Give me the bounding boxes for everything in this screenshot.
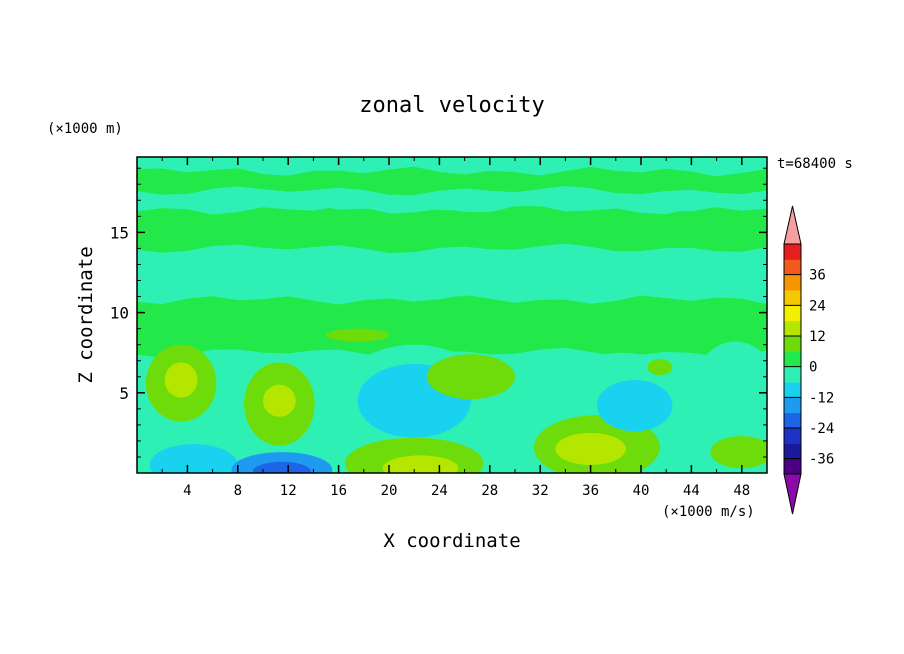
contour-region	[252, 461, 311, 473]
contour-bands	[137, 157, 767, 358]
contour-band	[137, 206, 767, 253]
contour-regions	[145, 328, 767, 473]
colorbar-cell	[784, 412, 801, 429]
colorbar-cell	[784, 336, 801, 352]
colorbar-cell	[784, 366, 801, 383]
colorbar-under-triangle	[783, 473, 802, 515]
contour-region	[710, 436, 767, 469]
y-tick-label: 15	[110, 223, 129, 242]
contour-region	[326, 328, 389, 342]
colorbar-cell	[784, 274, 801, 291]
chart-title: zonal velocity	[359, 93, 544, 118]
colorbar-cell	[784, 290, 801, 306]
plot-frame	[136, 156, 768, 474]
colorbar-tick-label: 0	[809, 360, 817, 376]
x-tick-label: 44	[683, 483, 700, 499]
colorbar-cell	[784, 320, 801, 337]
colorbar-cells	[783, 205, 802, 515]
colorbar-cell	[784, 443, 801, 460]
y-axis-label: Z coordinate	[75, 246, 97, 383]
colorbar-tick-label: -12	[809, 390, 834, 406]
time-label: t=68400 s	[777, 156, 853, 172]
contour-region	[555, 432, 626, 465]
x-tick-label: 12	[280, 483, 297, 499]
y-unit-label: (×1000 m)	[47, 121, 123, 137]
x-tick-label: 48	[733, 483, 750, 499]
colorbar-over-triangle	[783, 205, 802, 245]
y-tick-label: 5	[119, 384, 129, 403]
colorbar-frame	[783, 243, 802, 475]
colorbar-cell	[784, 458, 801, 475]
contour-field	[137, 157, 767, 473]
x-axis-label: X coordinate	[383, 530, 520, 552]
colorbar-cell	[784, 382, 801, 398]
contour-region	[382, 455, 459, 473]
colorbar-cell	[784, 428, 801, 444]
x-axis-ticks: 4 8 12 16 20 24 28 32 36 40 44 48	[161, 157, 750, 499]
colorbar-tick-label: 36	[809, 268, 826, 284]
x-tick-label: 20	[381, 483, 398, 499]
contour-region	[149, 444, 238, 473]
colorbar-cell	[784, 351, 801, 368]
x-tick-label: 24	[431, 483, 448, 499]
x-tick-label: 28	[481, 483, 498, 499]
contour-band	[137, 166, 767, 195]
contour-region	[596, 379, 673, 432]
colorbar-cell	[784, 397, 801, 414]
colorbar-ticks: 36 24 12 0 -12 -24 -36	[784, 268, 834, 468]
colorbar-tick-label: 24	[809, 298, 826, 314]
x-tick-label: 4	[183, 483, 191, 499]
y-tick-label: 10	[110, 304, 129, 323]
x-tick-label: 36	[582, 483, 599, 499]
colorbar: 36 24 12 0 -12 -24 -36	[783, 205, 834, 515]
colorbar-cell	[784, 244, 801, 260]
x-tick-label: 8	[234, 483, 242, 499]
x-unit-label: (×1000 m/s)	[662, 504, 755, 520]
colorbar-tick-label: -36	[809, 452, 834, 468]
y-axis-ticks: 5 10 15	[110, 167, 767, 458]
contour-band	[137, 249, 767, 298]
x-tick-label: 16	[330, 483, 347, 499]
colorbar-cell	[784, 305, 801, 322]
contour-region	[426, 354, 515, 400]
contour-region	[263, 384, 296, 417]
contour-region	[697, 341, 767, 419]
colorbar-cell	[784, 259, 801, 276]
colorbar-tick-label: -24	[809, 421, 834, 437]
contour-region	[647, 359, 673, 376]
contour-region	[164, 362, 198, 398]
x-tick-label: 32	[532, 483, 549, 499]
colorbar-tick-label: 12	[809, 329, 826, 345]
contour-band	[137, 294, 767, 358]
x-tick-label: 40	[633, 483, 650, 499]
